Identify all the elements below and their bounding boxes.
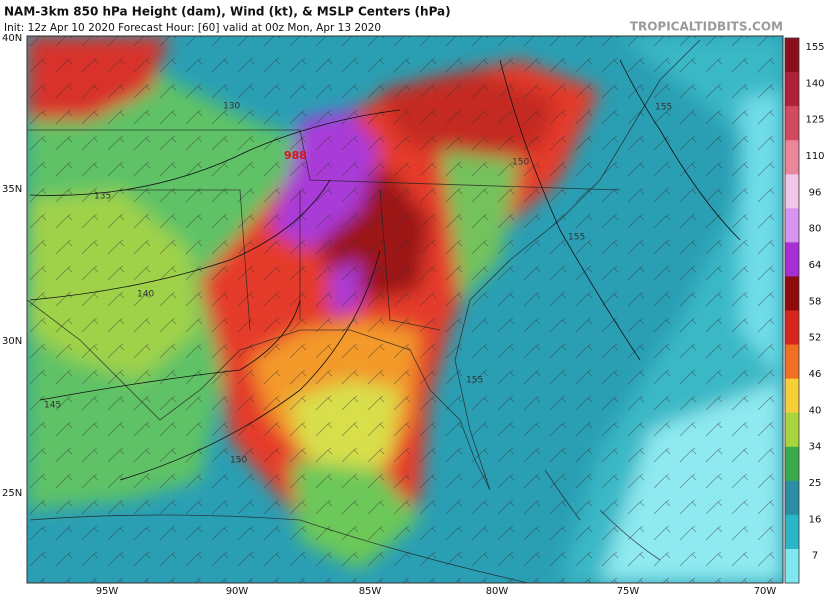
latitude-label: 25N [2,488,22,499]
longitude-label: 70W [754,586,777,597]
colorbar-segment [785,140,799,175]
latitude-labels: 40N 35N 30N 25N [2,33,22,499]
longitude-label: 75W [617,586,640,597]
colorbar-label: 7 [812,551,818,562]
colorbar-label: 58 [809,296,822,307]
longitude-labels: 95W 90W 85W 80W 75W 70W [96,586,777,597]
colorbar-segment [785,72,799,107]
latitude-label: 30N [2,336,22,347]
longitude-label: 80W [486,586,509,597]
colorbar-label: 34 [809,442,822,453]
colorbar-segment [785,106,799,141]
colorbar-label: 110 [805,151,824,162]
colorbar-segment [785,310,799,346]
contour-label: 145 [44,401,61,411]
longitude-label: 95W [96,586,119,597]
contour-label: 155 [655,103,672,113]
colorbar-label: 140 [805,78,824,89]
colorbar-segment [785,446,799,482]
colorbar-segment [785,480,799,516]
colorbar-segment [785,242,799,277]
colorbar-frame [784,37,800,584]
watermark: TROPICALTIDBITS.COM [630,20,783,34]
longitude-label: 85W [359,586,382,597]
contour-label: 135 [94,192,111,202]
subtitle: Init: 12z Apr 10 2020 Forecast Hour: [60… [4,22,381,34]
colorbar-segment [785,548,799,584]
contour-label: 140 [137,290,154,300]
contour-label: 150 [512,158,529,168]
colorbar-segment [785,208,799,243]
colorbar-label: 125 [805,115,824,126]
colorbar-label: 16 [809,514,822,525]
map-field [27,36,783,583]
height-contours [29,59,741,481]
latitude-label: 35N [2,184,22,195]
colorbar-segment [785,174,799,209]
colorbar-label: 155 [805,42,824,53]
colorbar-segment [785,38,799,73]
colorbar-segment [785,276,799,311]
longitude-label: 90W [226,586,249,597]
colorbar-segment [785,378,799,414]
contour-label: 155 [466,376,483,386]
contour-label: 130 [223,102,240,112]
colorbar-label: 46 [809,369,822,380]
low-center-pressure: 988 [284,149,307,162]
coastlines [27,39,701,583]
contour-label: 155 [568,233,585,243]
colorbar-label: 80 [809,224,822,235]
contour-label: 150 [230,456,247,466]
colorbar-label: 52 [809,333,822,344]
colorbar: 155 140 125 110 96 80 64 58 52 46 40 34 25 16 7 [784,37,825,584]
colorbar-label: 64 [809,260,822,271]
colorbar-segment [785,514,799,550]
colorbar-label: 96 [809,187,822,198]
latitude-label: 40N [2,33,22,44]
map-frame [26,35,784,584]
colorbar-label: 40 [809,405,822,416]
colorbar-label: 25 [809,478,822,489]
colorbar-segment [785,412,799,448]
colorbar-segment [785,344,799,380]
title: NAM-3km 850 hPa Height (dam), Wind (kt),… [4,5,451,19]
